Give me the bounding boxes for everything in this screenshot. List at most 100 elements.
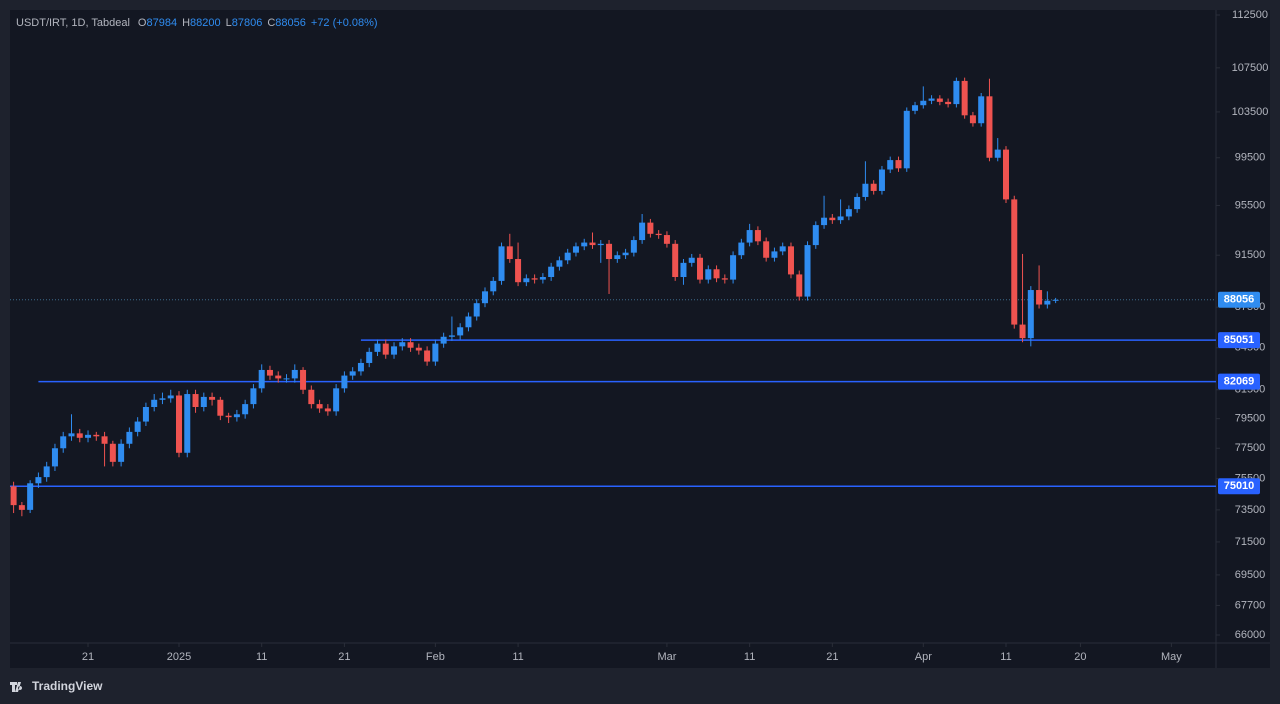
candle-body <box>266 369 273 376</box>
ohlc-value: 88200 <box>190 17 221 29</box>
y-tick-label: 71500 <box>1235 536 1266 548</box>
x-tick-label: 11 <box>1000 651 1011 663</box>
candle-body <box>680 262 687 278</box>
candle-body <box>572 246 579 253</box>
candle-body <box>581 242 588 247</box>
candle-body <box>10 486 17 506</box>
candle-body <box>407 342 414 348</box>
candle-body <box>622 252 629 256</box>
last-price-tag <box>1218 291 1260 308</box>
candle-body <box>151 399 158 408</box>
y-tick-label: 73500 <box>1235 504 1266 516</box>
candle-body <box>118 443 125 462</box>
candle-body <box>721 278 728 280</box>
candle-body <box>225 415 232 418</box>
level-tag <box>1218 332 1260 349</box>
candle-body <box>473 303 480 317</box>
candle-body <box>713 269 720 279</box>
y-tick-label: 103500 <box>1232 106 1269 118</box>
candle-body <box>1052 299 1059 301</box>
footer-brand: TradingView <box>32 679 103 693</box>
candle-body <box>51 448 58 467</box>
chart-pane <box>10 10 1270 668</box>
ohlc-value: 87806 <box>232 17 263 29</box>
level-tag <box>1218 373 1260 390</box>
candle-body <box>159 398 166 400</box>
candle-body <box>754 230 761 242</box>
x-tick-label: 20 <box>1074 651 1086 663</box>
candle-body <box>448 335 455 337</box>
candle-body <box>614 255 621 260</box>
candle-body <box>1027 290 1034 339</box>
candle-body <box>415 347 422 351</box>
change: +72 (+0.08%) <box>311 17 378 29</box>
level-tag-label: 82069 <box>1224 376 1255 388</box>
x-tick-label: 21 <box>826 651 838 663</box>
candle-body <box>589 242 596 246</box>
candle-body <box>655 233 662 236</box>
candle-body <box>630 240 637 253</box>
candle-body <box>705 269 712 280</box>
candle-body <box>316 404 323 409</box>
candle-body <box>738 242 745 256</box>
candle-body <box>68 433 75 437</box>
candle-body <box>969 115 976 124</box>
x-tick-label: 11 <box>512 651 523 663</box>
candle-body <box>936 98 943 102</box>
x-tick-label: Mar <box>657 651 676 663</box>
candle-body <box>796 274 803 297</box>
candle-body <box>233 414 240 418</box>
y-tick-label: 91500 <box>1235 249 1266 261</box>
candle-body <box>730 255 737 280</box>
candle-body <box>184 394 191 453</box>
ohlc-label: O <box>138 17 147 29</box>
candle-body <box>291 369 298 379</box>
candle-body <box>647 222 654 234</box>
candle-body <box>465 316 472 328</box>
candle-body <box>812 225 819 246</box>
ohlc-label: H <box>182 17 190 29</box>
candle-body <box>953 80 960 105</box>
candle-body <box>523 278 530 283</box>
candle-body <box>870 183 877 191</box>
candle-body <box>200 396 207 408</box>
candle-body <box>920 100 927 106</box>
candle-body <box>539 277 546 280</box>
candle-body <box>76 433 83 438</box>
candle-body <box>35 477 42 484</box>
candle-body <box>1011 199 1018 325</box>
candle-body <box>771 251 778 258</box>
candle-body <box>432 343 439 362</box>
candle-body <box>829 217 836 221</box>
candle-body <box>60 436 67 449</box>
candle-body <box>242 404 249 415</box>
y-tick-label: 112500 <box>1232 9 1268 21</box>
candle-body <box>912 105 919 111</box>
x-tick-label: 21 <box>338 651 350 663</box>
candle-body <box>564 252 571 261</box>
candle-body <box>258 369 265 389</box>
logo-mark <box>10 682 23 692</box>
candle-body <box>176 395 182 453</box>
candle-body <box>746 230 753 243</box>
candle-body <box>763 241 770 258</box>
y-tick-label: 99500 <box>1235 152 1266 164</box>
candle-body <box>697 257 704 280</box>
candle-body <box>43 466 50 478</box>
candle-body <box>515 259 522 283</box>
candle-body <box>895 160 902 169</box>
level-tag-label: 85051 <box>1224 334 1255 346</box>
candle-body <box>556 260 563 267</box>
y-tick-label: 107500 <box>1232 62 1269 74</box>
candle-body <box>167 395 174 399</box>
y-tick-label: 95500 <box>1235 199 1266 211</box>
candle-body <box>506 246 513 260</box>
x-tick-label: Apr <box>915 651 932 663</box>
x-tick-label: 11 <box>744 651 755 663</box>
candle-body <box>1036 290 1043 305</box>
candle-body <box>457 327 464 336</box>
candle-body <box>275 375 282 379</box>
candle-body <box>854 196 861 210</box>
